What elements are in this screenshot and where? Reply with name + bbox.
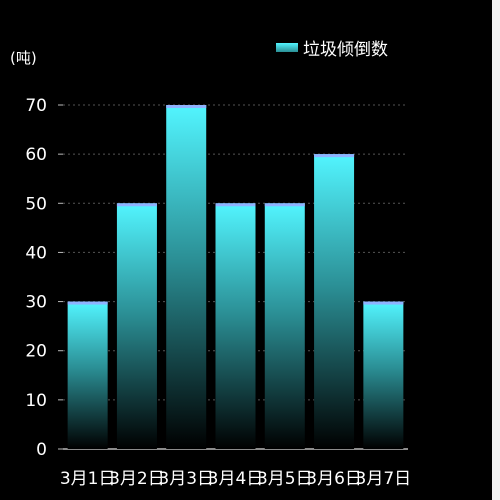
x-tick-label: 3月5日 xyxy=(257,469,313,489)
bar[interactable] xyxy=(314,154,355,449)
x-tick-label: 3月4日 xyxy=(208,469,264,489)
bar-cap xyxy=(264,203,305,207)
y-tick-label: 70 xyxy=(25,96,47,116)
x-tick-label: 3月1日 xyxy=(60,469,116,489)
x-tick-label: 3月3日 xyxy=(158,469,214,489)
bar[interactable] xyxy=(215,203,256,449)
legend[interactable]: 垃圾倾倒数 xyxy=(276,40,388,60)
legend-label: 垃圾倾倒数 xyxy=(303,40,388,60)
bar[interactable] xyxy=(116,203,157,449)
legend-swatch xyxy=(276,43,298,52)
y-tick-label: 30 xyxy=(25,293,47,313)
bar[interactable] xyxy=(264,203,305,449)
page-edge xyxy=(492,0,500,500)
bar[interactable] xyxy=(67,301,108,449)
x-tick-label: 3月2日 xyxy=(109,469,165,489)
y-tick-label: 10 xyxy=(25,391,47,411)
y-tick-label: 40 xyxy=(25,243,47,263)
tick-labels: 0 10 20 30 40 50 60 70 3月1日3月2日3月3日3月4日3月5日3月6日3… xyxy=(25,96,411,489)
y-tick-label: 0 xyxy=(36,440,47,460)
bar-cap xyxy=(215,203,256,207)
bar-cap xyxy=(116,203,157,207)
y-tick-label: 60 xyxy=(25,145,47,165)
bar[interactable] xyxy=(166,105,207,449)
y-tick-label: 20 xyxy=(25,342,47,362)
bar-cap xyxy=(67,301,108,305)
bars xyxy=(67,105,404,449)
bar-cap xyxy=(314,154,355,158)
bar[interactable] xyxy=(363,301,404,449)
y-axis-unit-label: (吨) xyxy=(10,49,37,67)
x-tick-label: 3月7日 xyxy=(356,469,412,489)
bar-cap xyxy=(363,301,404,305)
y-tick-label: 50 xyxy=(25,194,47,214)
x-tick-label: 3月6日 xyxy=(306,469,362,489)
bar-cap xyxy=(166,105,207,108)
